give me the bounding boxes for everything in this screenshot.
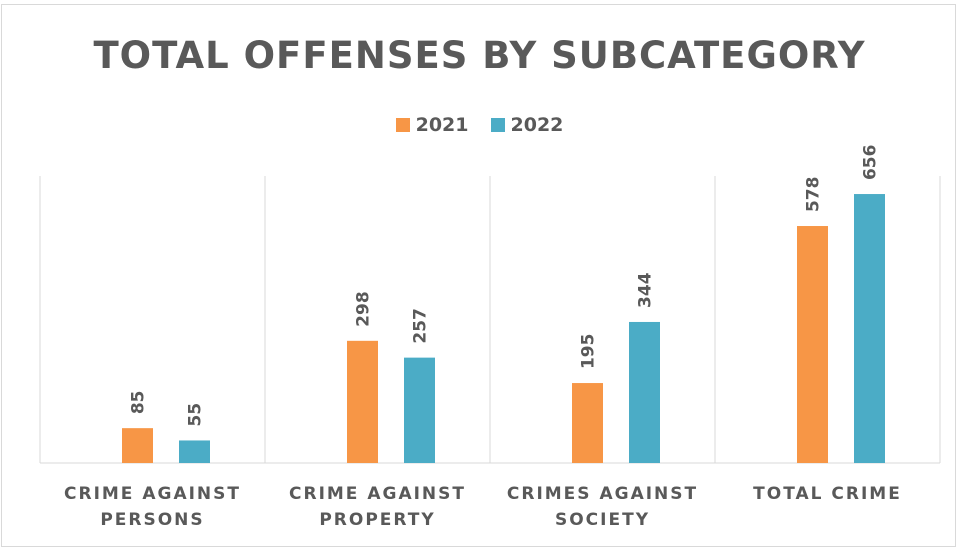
data-label-2021-2: 195 bbox=[579, 334, 599, 370]
category-label-line: SOCIETY bbox=[483, 507, 723, 533]
data-label-2021-1: 298 bbox=[354, 291, 374, 327]
category-label-3: TOTAL CRIME bbox=[708, 481, 948, 507]
bar-2021-0 bbox=[122, 428, 153, 463]
category-label-line: TOTAL CRIME bbox=[708, 481, 948, 507]
bar-2022-0 bbox=[179, 440, 210, 463]
category-label-line: CRIME AGAINST bbox=[258, 481, 498, 507]
data-label-2022-3: 656 bbox=[861, 145, 881, 181]
bar-2021-1 bbox=[347, 341, 378, 463]
category-label-1: CRIME AGAINST PROPERTY bbox=[258, 481, 498, 533]
category-label-2: CRIMES AGAINST SOCIETY bbox=[483, 481, 723, 533]
bar-2022-3 bbox=[854, 194, 885, 463]
bar-2022-2 bbox=[629, 322, 660, 463]
bar-2021-2 bbox=[572, 383, 603, 463]
data-label-2022-1: 257 bbox=[411, 308, 431, 344]
bar-2021-3 bbox=[797, 226, 828, 463]
data-label-2022-0: 55 bbox=[186, 403, 206, 427]
category-label-line: PERSONS bbox=[33, 507, 273, 533]
category-label-line: CRIME AGAINST bbox=[33, 481, 273, 507]
bar-2022-1 bbox=[404, 358, 435, 463]
data-label-2021-3: 578 bbox=[804, 177, 824, 213]
category-label-0: CRIME AGAINST PERSONS bbox=[33, 481, 273, 533]
data-label-2021-0: 85 bbox=[129, 390, 149, 414]
category-label-line: PROPERTY bbox=[258, 507, 498, 533]
data-label-2022-2: 344 bbox=[636, 272, 656, 308]
category-label-line: CRIMES AGAINST bbox=[483, 481, 723, 507]
